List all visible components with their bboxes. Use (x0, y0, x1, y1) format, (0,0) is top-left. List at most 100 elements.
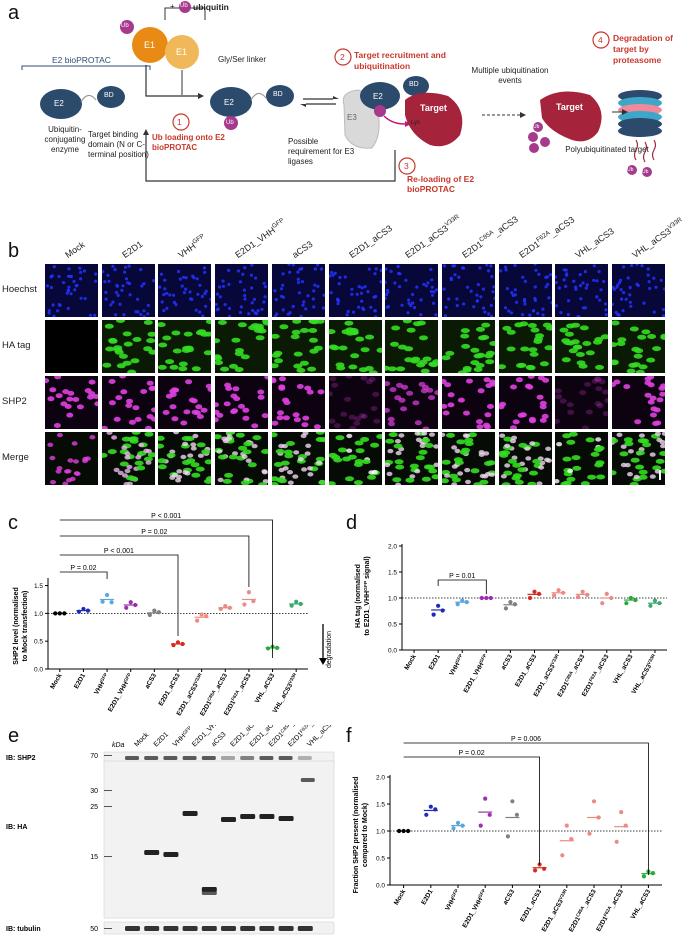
significance-bracket (403, 756, 540, 865)
micrograph-tile (555, 432, 609, 485)
micrograph-tile (441, 320, 495, 373)
y-axis-label: HA tag (normalised to E2D1_VHHGFP signal) (355, 556, 371, 635)
panel-label-e: e (8, 725, 20, 747)
data-point (560, 853, 565, 858)
ub-loaded-label: Ub (226, 120, 234, 126)
band (182, 756, 197, 760)
micrograph-tile (328, 376, 382, 429)
target-label: Target (420, 103, 447, 113)
p-value-label: P < 0.001 (104, 548, 134, 555)
micrograph-tile (158, 320, 212, 373)
data-point (251, 599, 256, 604)
bd-loaded (266, 85, 294, 107)
data-point (624, 601, 629, 606)
lane-label: VHHGFP (171, 725, 195, 748)
x-tick-label: E2D1 (73, 672, 87, 690)
micrograph-tile (158, 264, 212, 317)
panel-f: f 0.0 0.5 1.0 1.5 2.0 Fraction SHP2 present (… (342, 725, 685, 948)
x-tick-label: aCS3 (500, 653, 514, 671)
western-blot: MockE2D1VHHGFPE2D1_VHHGFPaCS3E2D1_aCS3E2… (6, 725, 336, 935)
band (221, 817, 236, 822)
panel-d: d 0.0 0.5 1.0 1.5 2.0 HA tag (normalised to E2… (342, 508, 685, 723)
panel-e: e MockE2D1VHHGFPE2D1_VHHGFPaCS3E2D1_aCS3… (0, 725, 340, 948)
y-axis-label: SHP2 level (normalised to Mock transfecti… (13, 587, 29, 664)
y-tick-label: 0.5 (376, 856, 385, 863)
micrograph-tile (271, 376, 325, 429)
micrograph-tile (101, 432, 155, 485)
reload-loop (145, 135, 396, 182)
y-tick-label: 0.0 (376, 883, 385, 890)
data-point (604, 591, 609, 596)
x-tick-label: aCS3 (502, 888, 516, 906)
micrograph-tile (328, 264, 382, 317)
significance-bracket (437, 579, 487, 594)
data-point (195, 618, 200, 623)
y-tick-label: 1.5 (376, 802, 385, 809)
y-tick-label: 2.0 (376, 775, 385, 782)
p-value-label: P = 0.006 (511, 736, 541, 743)
bd-label: BD (104, 92, 114, 99)
lane-label: aCS3 (210, 731, 227, 748)
svg-text:compared to Mock): compared to Mock) (362, 803, 369, 867)
x-tick-label: VHL_aCS3V33R (629, 652, 659, 695)
band (259, 926, 275, 931)
micrograph-tile (45, 432, 98, 485)
data-point (152, 608, 157, 613)
p-value-label: P = 0.02 (459, 750, 485, 757)
column-header: VHL_aCS3 (573, 225, 617, 260)
significance-bracket (59, 519, 273, 658)
data-point (551, 593, 557, 598)
data-point (556, 588, 561, 593)
column-header: aCS3 (290, 238, 315, 260)
scale-bar (659, 470, 661, 480)
step-4-num: 4 (598, 35, 603, 45)
data-point (223, 604, 228, 609)
band (297, 926, 313, 931)
data-point (455, 820, 461, 825)
micrograph-tile (101, 320, 155, 373)
data-point (294, 599, 299, 604)
e2-complex-label: E2 (373, 92, 383, 101)
significance-bracket (59, 535, 250, 587)
data-point (580, 589, 585, 594)
band (163, 852, 179, 857)
x-tick-label: VHL_aCS3 (612, 653, 635, 685)
column-header: E2D1C85A_aCS3 (460, 214, 520, 260)
panel-c: c 0.0 0.5 1.0 1.5 SHP2 level (normalised to M… (0, 508, 340, 723)
polyub-target (540, 91, 602, 142)
data-point (451, 826, 456, 831)
micrograph-tile (498, 376, 552, 429)
multiple-label: Multiple ubiquitination events (471, 66, 549, 85)
mw-marker: 30 (90, 788, 98, 795)
e2-complex (360, 82, 400, 110)
e2-loaded-label: E2 (224, 98, 234, 107)
chart-d: 0.0 0.5 1.0 1.5 2.0 HA tag (normalised to E2D1… (355, 544, 667, 698)
e1-label: E1 (144, 40, 156, 50)
mw-marker: 25 (90, 804, 98, 811)
data-point (128, 600, 133, 605)
ub-circle-top (179, 1, 191, 13)
step-3-num: 3 (404, 161, 409, 171)
y-tick-label: 1.5 (388, 570, 397, 577)
bd-complex-label: BD (409, 81, 419, 88)
micrograph-tile (612, 264, 665, 317)
panel-label-b: b (8, 240, 20, 262)
micrograph-tile (271, 264, 325, 317)
band (125, 756, 139, 760)
column-header: VHHGFP (176, 232, 207, 260)
band (125, 926, 140, 931)
column-header: VHL_aCS3V33R (630, 216, 684, 260)
p-value-label: P < 0.001 (151, 513, 181, 520)
svg-text:Fraction SHP2 present (normali: Fraction SHP2 present (normalised (353, 777, 360, 894)
micrograph-tile (215, 320, 269, 373)
conjugating-label: Ubiquitin-conjugating enzyme (44, 125, 86, 154)
band (201, 926, 217, 931)
data-point (104, 592, 110, 598)
data-point (652, 598, 658, 603)
micrograph-tile (215, 432, 269, 485)
data-point (576, 594, 581, 600)
band (201, 756, 216, 760)
band (163, 756, 178, 760)
e3-label: E3 (347, 113, 357, 122)
data-point (487, 812, 492, 817)
